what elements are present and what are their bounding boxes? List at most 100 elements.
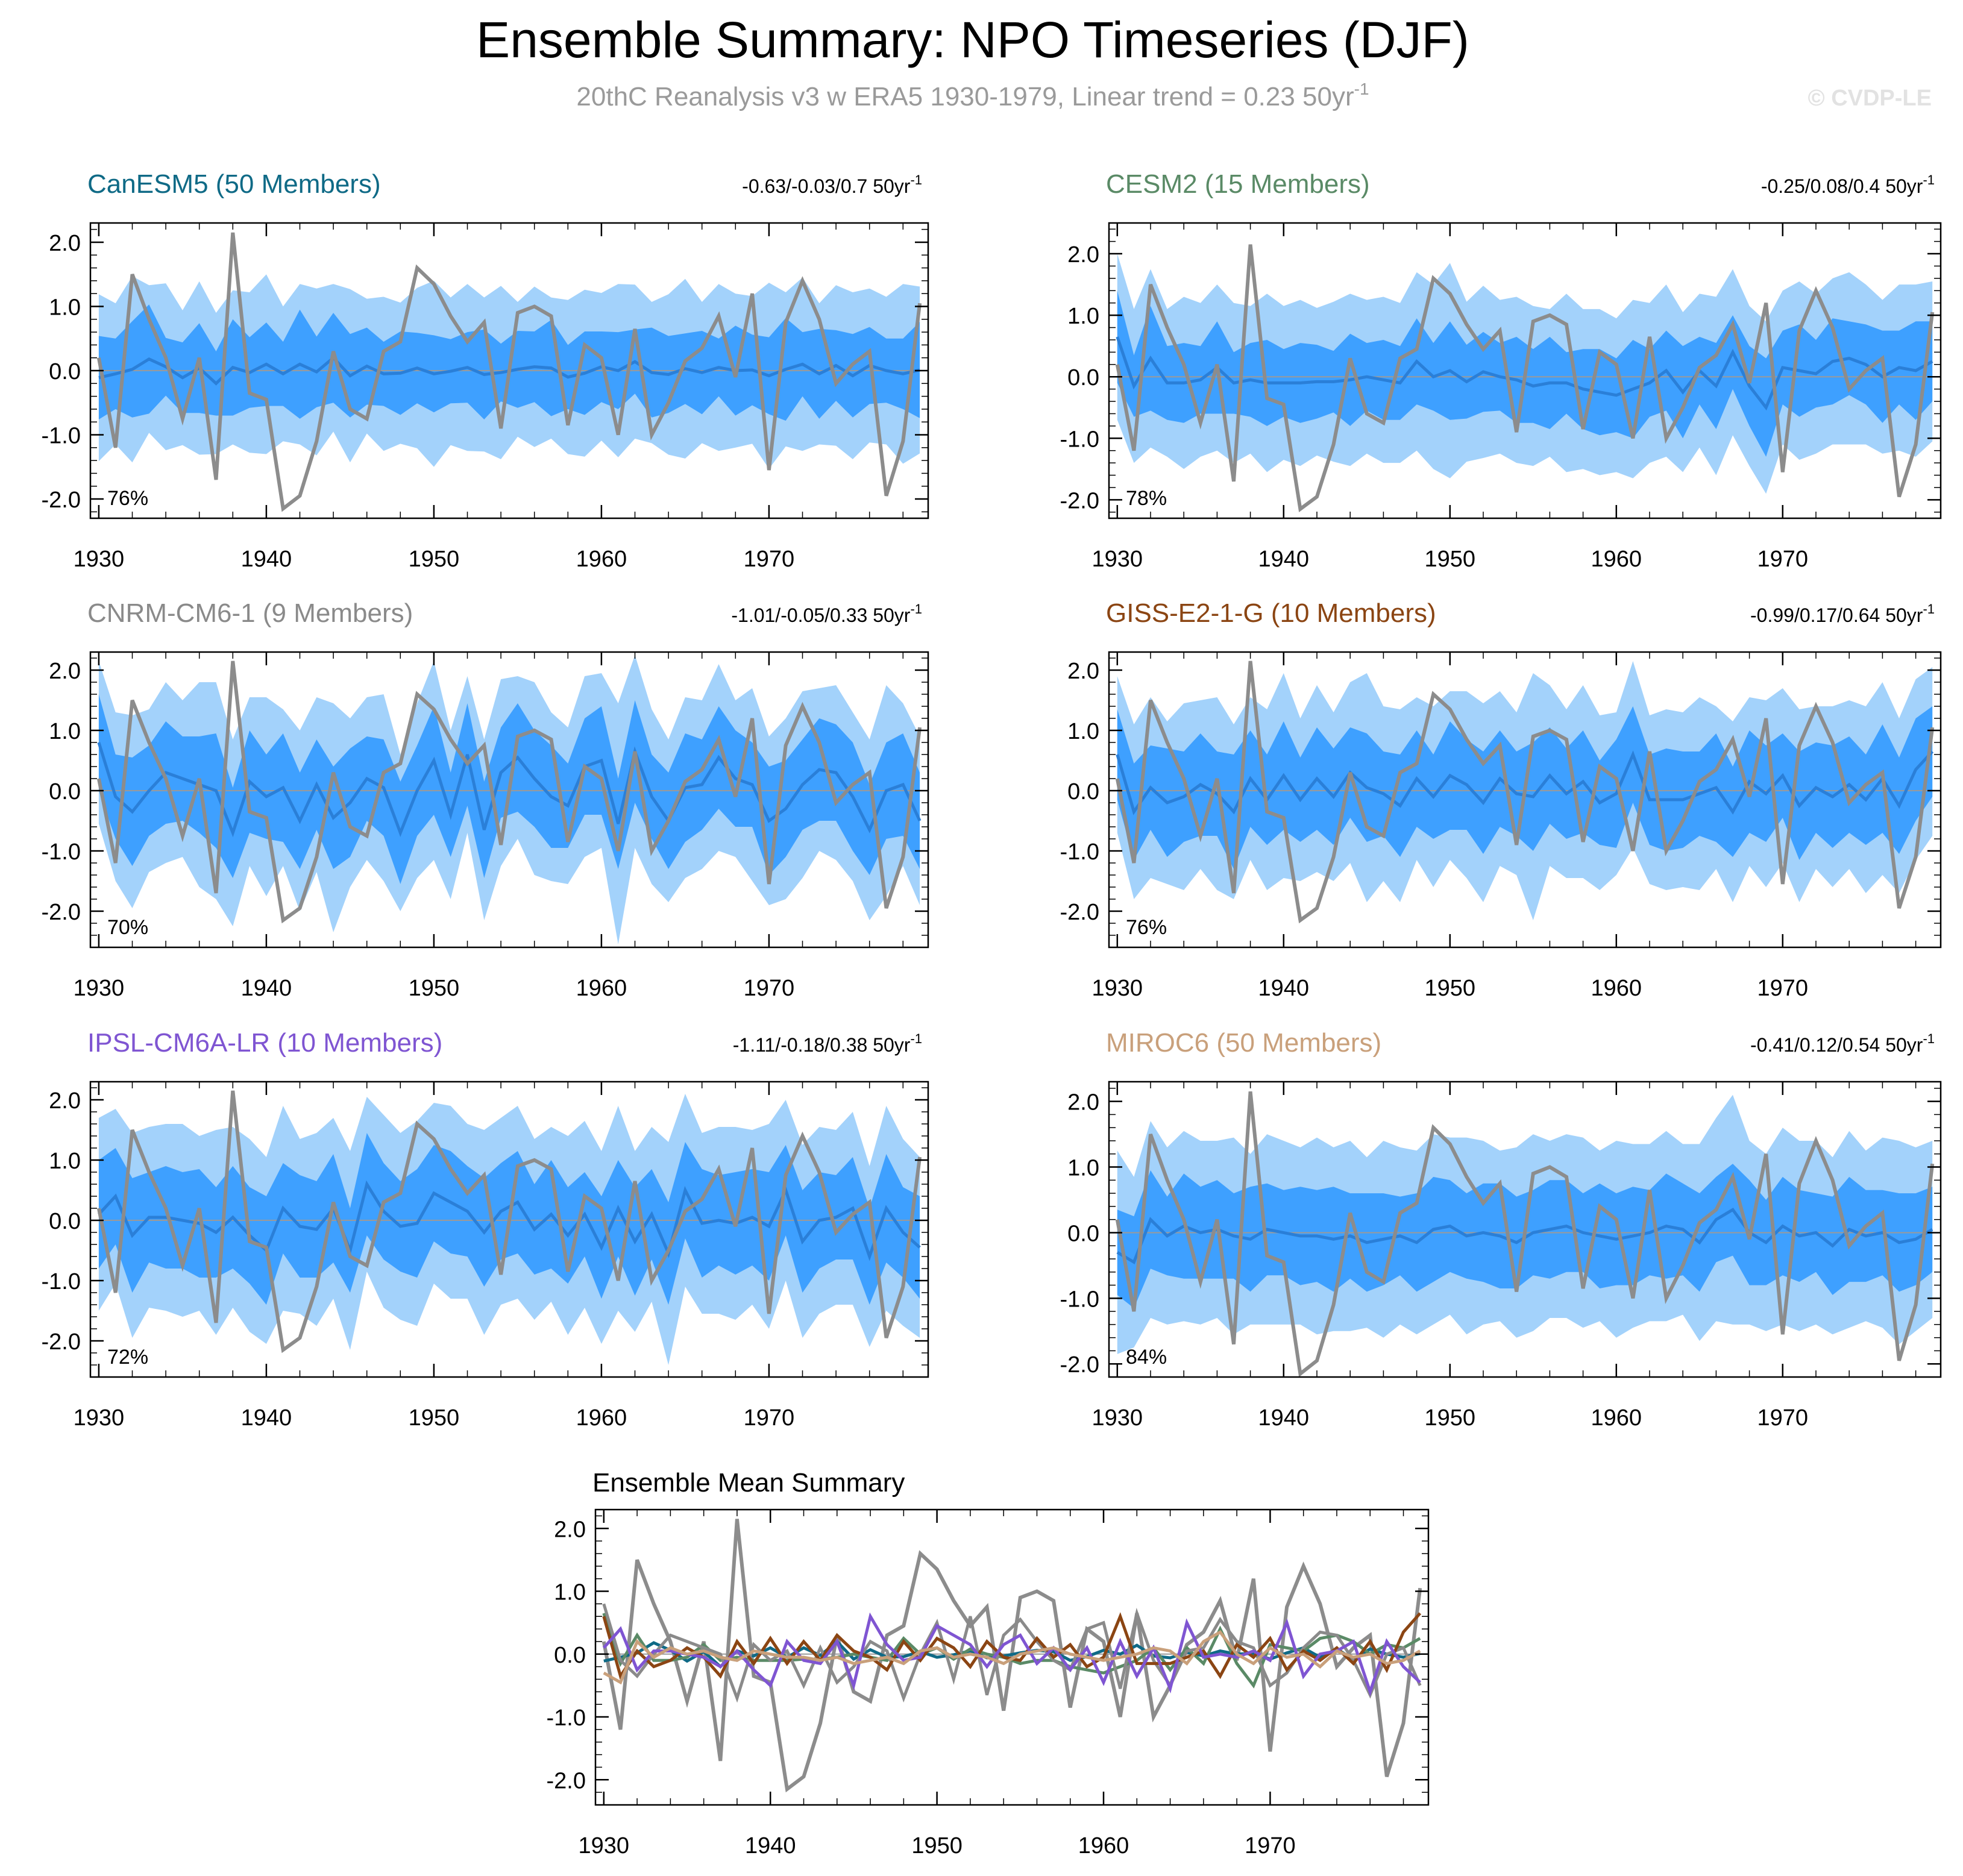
figure-subtitle-sup: -1 <box>1354 80 1369 98</box>
y-tick-label: 0.0 <box>554 1643 586 1668</box>
plot-area <box>90 232 928 512</box>
x-tick-label: 1940 <box>241 547 292 572</box>
y-tick-label: -2.0 <box>42 488 81 513</box>
panel-CESM2: CESM2 (15 Members) -0.25/0.08/0.4 50yr-1 7… <box>1060 169 1942 572</box>
y-tick-label: 2.0 <box>1067 659 1099 684</box>
figure-subtitle: 20thC Reanalysis v3 w ERA5 1930-1979, Li… <box>576 80 1369 111</box>
panel-title: CESM2 (15 Members) <box>1106 169 1370 199</box>
y-tick-label: 0.0 <box>49 779 81 805</box>
panel-GISS-E2-1-G: GISS-E2-1-G (10 Members) -0.99/0.17/0.64 … <box>1060 598 1942 1001</box>
y-tick-label: -1.0 <box>42 424 81 449</box>
x-tick-label: 1940 <box>1258 547 1310 572</box>
x-tick-label: 1970 <box>744 547 795 572</box>
y-tick-label: -1.0 <box>1060 839 1099 865</box>
x-tick-label: 1970 <box>744 976 795 1001</box>
observed-line <box>1115 1091 1935 1377</box>
ens-mean-line-miroc6 <box>603 1630 1421 1685</box>
plot-frame <box>1108 651 1942 949</box>
x-tick-label: 1940 <box>1258 1405 1310 1431</box>
plot-frame <box>89 651 929 949</box>
y-tick-label: 0.0 <box>1067 1221 1099 1246</box>
trend-stats-sup: -1 <box>910 1031 922 1046</box>
percentage-label: 84% <box>1126 1346 1167 1369</box>
y-tick-label: 2.0 <box>49 231 81 256</box>
trend-stats-text: -1.11/-0.18/0.38 50yr <box>733 1034 911 1056</box>
observed-line <box>96 660 922 924</box>
y-tick-label: -1.0 <box>1060 1287 1099 1312</box>
trend-stats-sup: -1 <box>910 172 922 187</box>
x-tick-label: 1940 <box>241 1405 292 1431</box>
x-tick-label: 1970 <box>1757 547 1809 572</box>
x-tick-label: 1960 <box>576 1405 627 1431</box>
plot-frame <box>594 1508 1430 1806</box>
x-tick-label: 1970 <box>1757 976 1809 1001</box>
y-tick-label: 2.0 <box>1067 1090 1099 1115</box>
figure-title: Ensemble Summary: NPO Timeseries (DJF) <box>476 11 1469 68</box>
y-tick-label: 1.0 <box>554 1580 586 1605</box>
y-tick-label: 2.0 <box>49 1088 81 1114</box>
ensemble-mean-line <box>97 742 922 838</box>
trend-stats: -1.11/-0.18/0.38 50yr-1 <box>733 1031 922 1056</box>
ens-mean-line-ipsl-cm6a-lr <box>602 1612 1421 1697</box>
x-tick-label: 1930 <box>74 1405 125 1431</box>
x-tick-label: 1930 <box>74 547 125 572</box>
panel-MIROC6: MIROC6 (50 Members) -0.41/0.12/0.54 50yr-… <box>1060 1028 1942 1431</box>
y-tick-label: -2.0 <box>42 900 81 925</box>
x-tick-label: 1940 <box>1258 976 1310 1001</box>
observed-line <box>1115 660 1935 924</box>
y-tick-label: 1.0 <box>1067 719 1099 744</box>
trend-stats-text: -0.25/0.08/0.4 50yr <box>1761 175 1923 197</box>
plot-area <box>1109 660 1941 924</box>
y-tick-label: 2.0 <box>1067 242 1099 268</box>
y-tick-label: -1.0 <box>42 839 81 865</box>
y-tick-label: -2.0 <box>42 1329 81 1355</box>
y-tick-label: -1.0 <box>547 1705 586 1731</box>
y-tick-label: -2.0 <box>1060 900 1099 925</box>
percentage-label: 76% <box>107 487 148 510</box>
percentage-label: 72% <box>107 1346 148 1369</box>
y-tick-label: 1.0 <box>49 1149 81 1174</box>
trend-stats: -1.01/-0.05/0.33 50yr-1 <box>731 601 922 626</box>
y-tick-label: 2.0 <box>554 1517 586 1542</box>
trend-stats: -0.25/0.08/0.4 50yr-1 <box>1761 172 1935 197</box>
trend-stats-sup: -1 <box>1923 1031 1935 1046</box>
observed-line <box>1115 244 1935 513</box>
x-tick-label: 1970 <box>1245 1833 1296 1859</box>
x-tick-label: 1960 <box>576 976 627 1001</box>
y-tick-label: 0.0 <box>1067 365 1099 391</box>
plot-area <box>595 1519 1428 1793</box>
trend-stats-sup: -1 <box>910 601 922 616</box>
x-tick-label: 1970 <box>744 1405 795 1431</box>
panel-title: GISS-E2-1-G (10 Members) <box>1106 598 1436 628</box>
panel-title: CNRM-CM6-1 (9 Members) <box>87 598 413 628</box>
panel-title: CanESM5 (50 Members) <box>87 169 381 199</box>
y-tick-label: -1.0 <box>42 1269 81 1294</box>
x-tick-label: 1930 <box>1092 976 1143 1001</box>
x-tick-label: 1960 <box>1591 547 1642 572</box>
x-tick-label: 1950 <box>911 1833 963 1859</box>
y-tick-label: 1.0 <box>1067 1156 1099 1181</box>
x-tick-label: 1950 <box>1425 976 1476 1001</box>
plot-area <box>90 655 928 944</box>
x-tick-label: 1960 <box>576 547 627 572</box>
x-tick-label: 1950 <box>409 547 460 572</box>
y-tick-label: -2.0 <box>1060 1352 1099 1378</box>
trend-stats: -0.41/0.12/0.54 50yr-1 <box>1750 1031 1935 1056</box>
x-tick-label: 1930 <box>579 1833 630 1859</box>
panel-CNRM-CM6-1: CNRM-CM6-1 (9 Members) -1.01/-0.05/0.33 5… <box>42 598 929 1001</box>
y-tick-label: -2.0 <box>547 1768 586 1793</box>
x-tick-label: 1930 <box>74 976 125 1001</box>
panel-CanESM5: CanESM5 (50 Members) -0.63/-0.03/0.7 50yr… <box>42 169 929 572</box>
plot-area <box>1109 1091 1941 1377</box>
x-tick-label: 1970 <box>1757 1405 1809 1431</box>
figure-subtitle-text: 20thC Reanalysis v3 w ERA5 1930-1979, Li… <box>576 82 1354 111</box>
x-tick-label: 1930 <box>1092 547 1143 572</box>
y-tick-label: 2.0 <box>49 659 81 684</box>
x-tick-label: 1960 <box>1078 1833 1129 1859</box>
observed-line <box>96 232 922 512</box>
observed-line <box>96 1090 922 1354</box>
y-tick-label: 0.0 <box>49 359 81 384</box>
panel-title: IPSL-CM6A-LR (10 Members) <box>87 1028 442 1058</box>
plot-frame <box>1108 222 1942 519</box>
